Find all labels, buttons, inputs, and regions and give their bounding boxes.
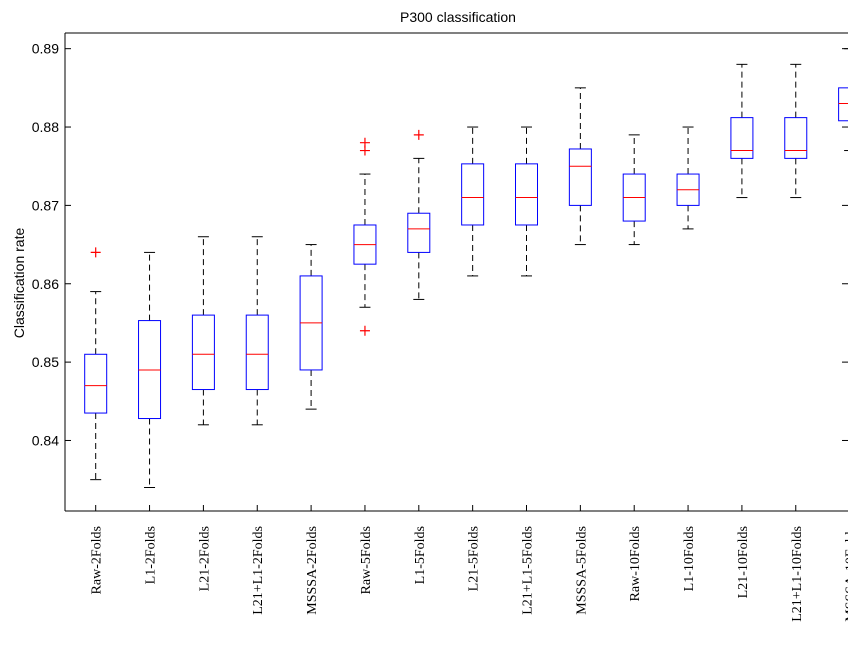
x-tick-label: Raw-5Folds (359, 526, 374, 594)
plot-area: 0.84 0.85 0.86 0.87 0.88 0.89 Raw-2Folds L1-2Fo… (32, 32, 848, 622)
x-tick-label: MSSSA-2Folds (305, 526, 320, 615)
x-tick-label: Raw-2Folds (90, 526, 105, 594)
x-tick-label: L21-5Folds (467, 526, 482, 591)
y-tick-label: 0.87 (32, 197, 59, 213)
x-tick-label: L21+L1-2Folds (251, 526, 266, 615)
box-iqr (784, 117, 808, 159)
x-tick-label: L1-10Folds (682, 526, 697, 591)
x-tick-label: L1-5Folds (413, 526, 428, 584)
box-iqr (191, 314, 215, 391)
x-tick-label: L21-2Folds (197, 526, 212, 591)
box-iqr (838, 87, 848, 122)
outlier-marker (359, 137, 370, 148)
x-tick-label: L21+L1-10Folds (790, 526, 805, 622)
y-tick-label: 0.88 (32, 119, 59, 135)
box-iqr (84, 353, 108, 414)
outlier-marker (413, 129, 424, 140)
x-tick-label: L1-2Folds (144, 526, 159, 584)
box-iqr (568, 148, 592, 206)
x-tick-label: L21-10Folds (736, 526, 751, 598)
x-tick-label: Raw-10Folds (628, 526, 643, 601)
outlier-marker (359, 325, 370, 336)
y-tick-label: 0.85 (32, 354, 59, 370)
box-iqr (245, 314, 269, 391)
x-tick-label: MSSSA-10Folds (844, 526, 848, 622)
box-iqr (407, 212, 431, 253)
y-tick-label: 0.89 (32, 41, 59, 57)
box-iqr (515, 163, 539, 226)
x-tick-label: L21+L1-5Folds (521, 526, 536, 615)
box-iqr (730, 117, 754, 159)
chart-title: P300 classification (400, 9, 516, 25)
y-tick-label: 0.86 (32, 276, 59, 292)
box-iqr (461, 163, 485, 226)
outlier-marker (90, 247, 101, 258)
y-axis-label: Classification rate (11, 228, 27, 339)
x-tick-label: MSSSA-5Folds (574, 526, 589, 615)
y-tick-label: 0.84 (32, 432, 59, 448)
